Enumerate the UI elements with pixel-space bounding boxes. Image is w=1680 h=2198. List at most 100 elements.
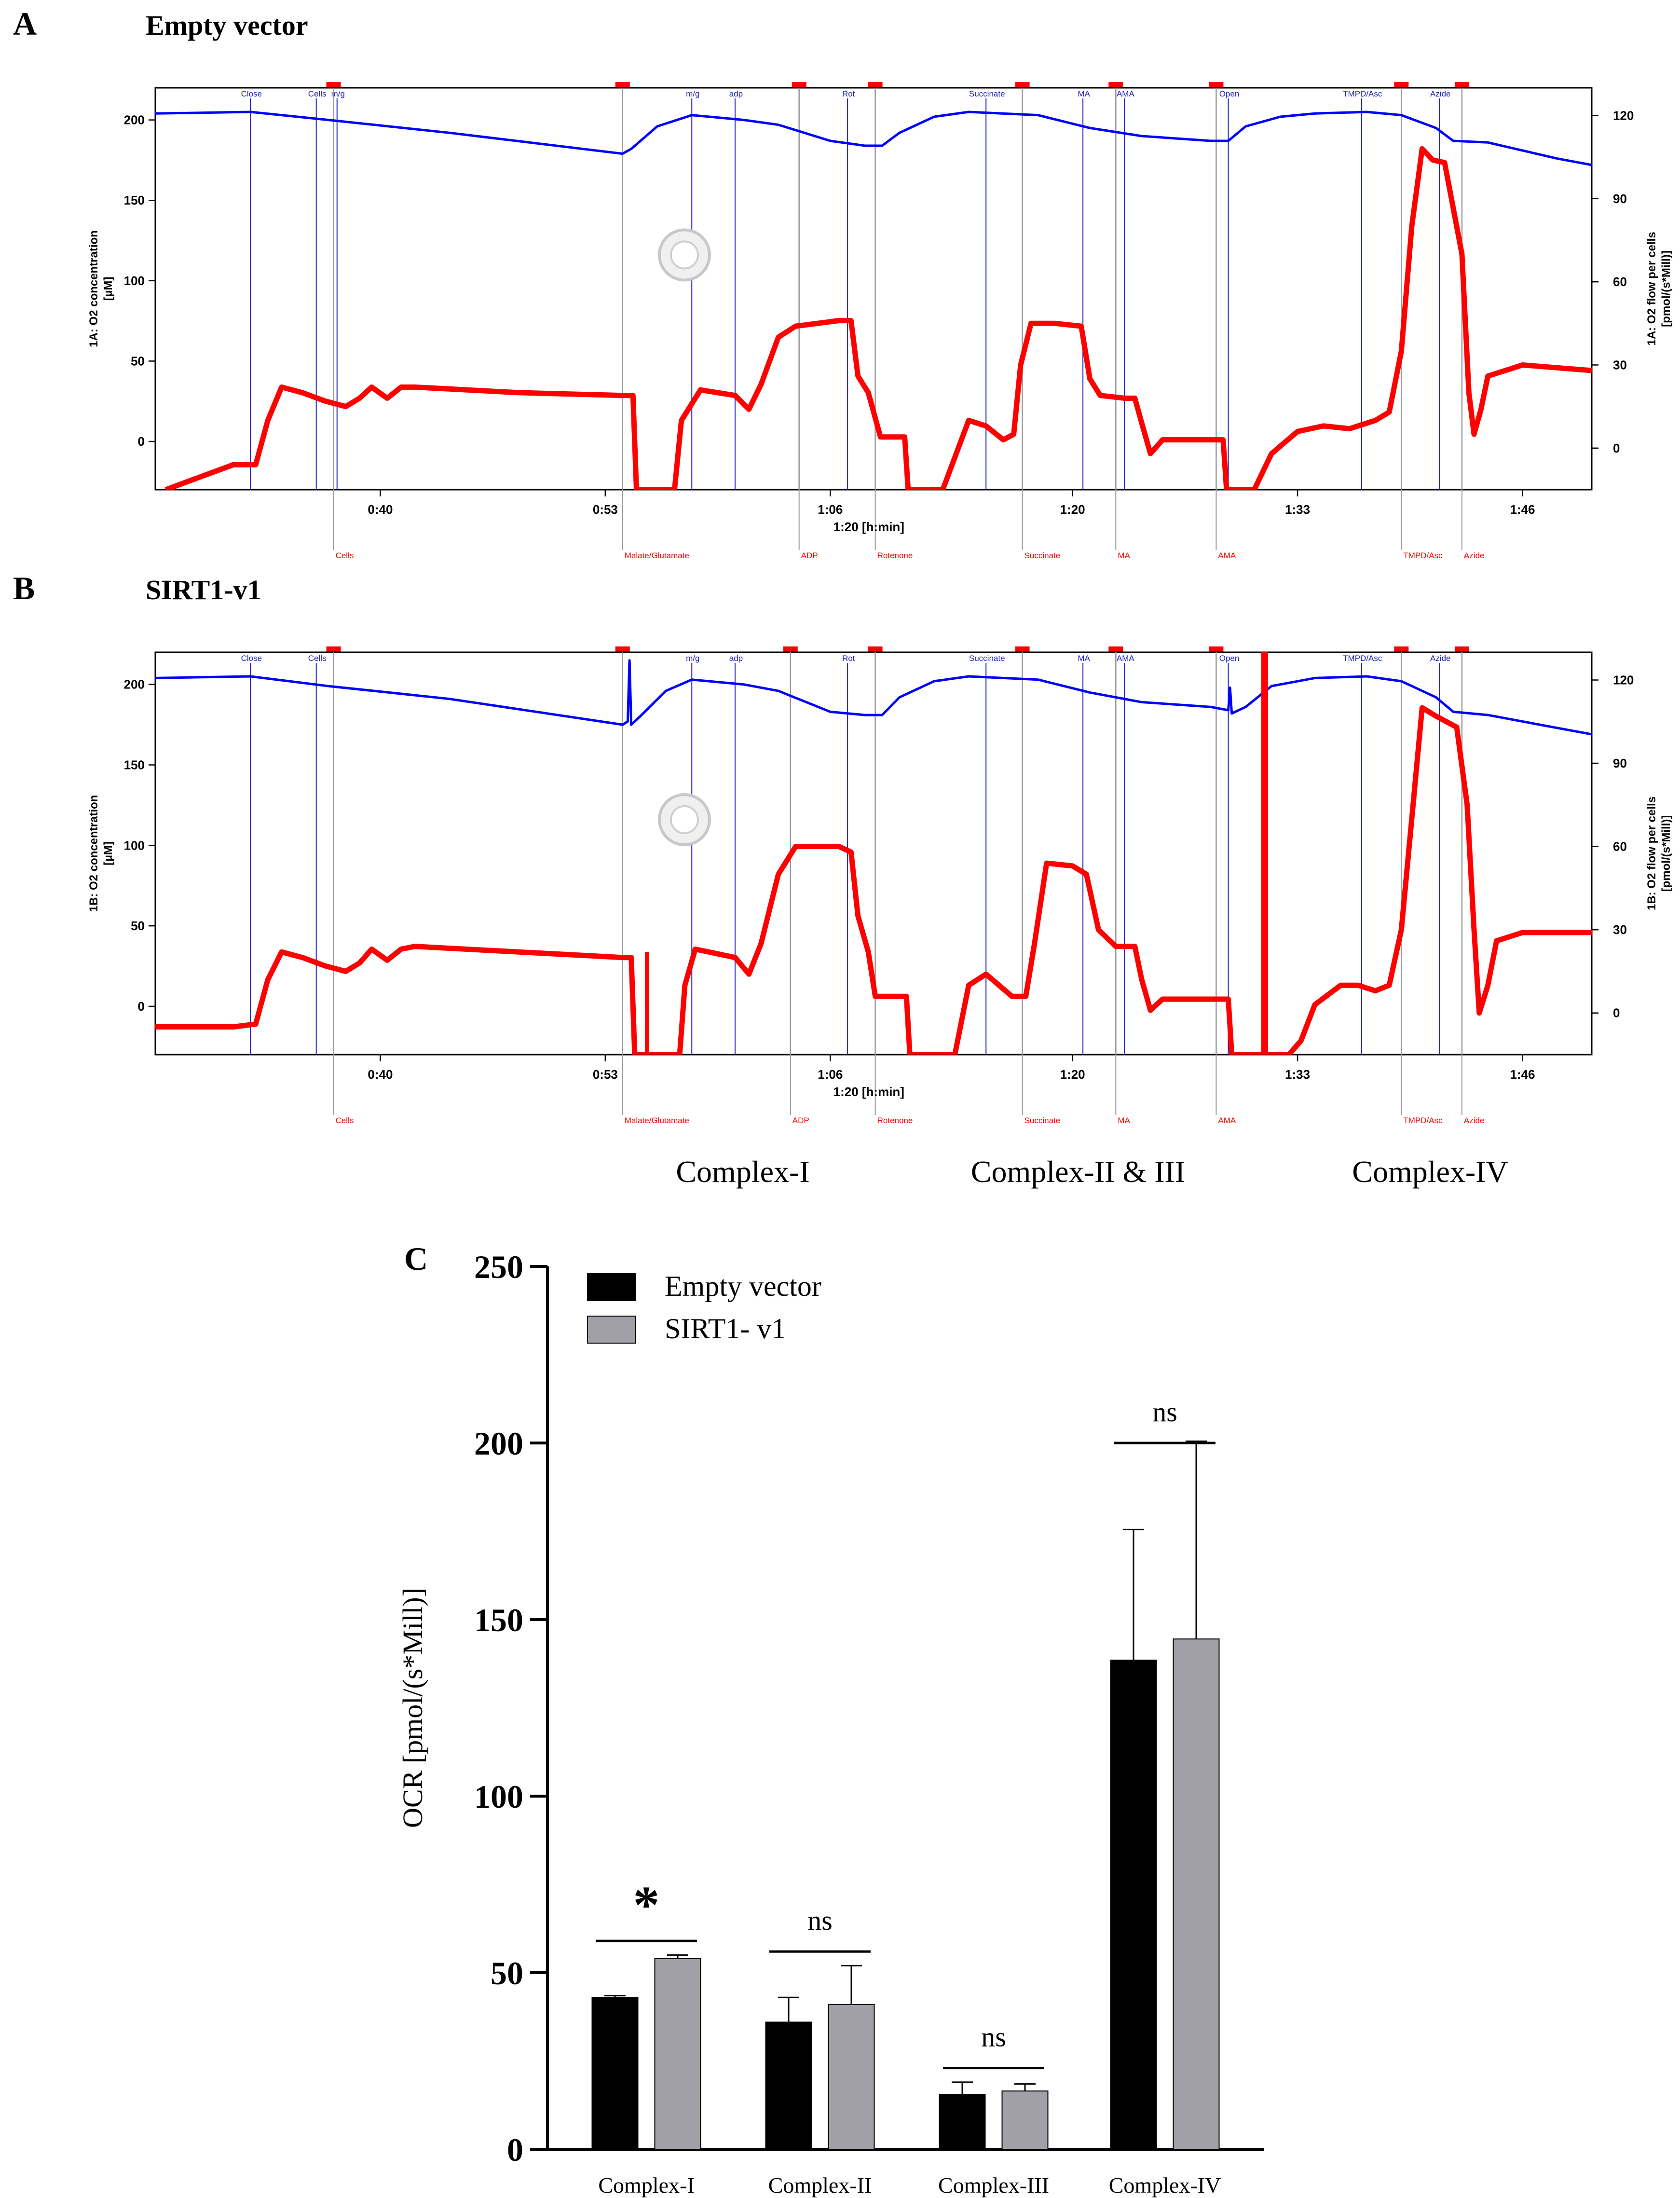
left-tick-label: 200 <box>124 677 145 692</box>
event-marker <box>326 646 341 652</box>
top-event-label: TMPD/Asc <box>1343 89 1382 98</box>
bottom-event-label: Succinate <box>1024 551 1061 560</box>
y-tick-label: 200 <box>474 1425 523 1462</box>
o2-flow-line <box>155 705 1592 1055</box>
x-tick-label: Complex-II <box>768 2173 872 2198</box>
top-event-label: adp <box>729 654 743 663</box>
left-axis-title-line1: 1A: O2 concentration <box>87 230 100 347</box>
right-axis-title-line1: 1A: O2 flow per cells <box>1645 232 1658 345</box>
time-axis-title: 1:20 [h:min] <box>833 1085 904 1099</box>
right-tick-label: 30 <box>1613 357 1627 372</box>
event-marker <box>1394 82 1409 88</box>
top-event-label: m/g <box>331 89 345 98</box>
top-event-label: Open <box>1219 654 1240 663</box>
time-tick-label: 0:53 <box>593 1067 618 1082</box>
bottom-event-label: ADP <box>801 551 818 560</box>
bottom-event-label: ADP <box>792 1116 809 1125</box>
right-tick-label: 120 <box>1613 673 1634 687</box>
bar-empty-vector <box>765 2021 812 2150</box>
significance-label: ns <box>981 2021 1006 2053</box>
top-event-label: Open <box>1219 89 1240 98</box>
bottom-event-label: Succinate <box>1024 1116 1061 1125</box>
bottom-event-label: AMA <box>1218 1116 1236 1125</box>
significance-label: * <box>633 1875 660 1934</box>
panel-letter: A <box>13 5 37 42</box>
event-marker <box>792 82 806 88</box>
x-tick-label: Complex-IV <box>1109 2173 1221 2198</box>
event-marker <box>1015 646 1030 652</box>
top-event-label: adp <box>729 89 743 98</box>
left-axis-title-line2: [µM] <box>102 841 115 865</box>
event-marker <box>615 82 630 88</box>
bottom-event-label: Azide <box>1464 1116 1485 1125</box>
y-tick-label: 100 <box>474 1778 523 1815</box>
y-tick-label: 0 <box>507 2131 523 2168</box>
complex-label: Complex-II & III <box>971 1154 1185 1189</box>
top-event-label: Close <box>241 89 262 98</box>
bar-sirt1-v1 <box>654 1958 701 2150</box>
bottom-event-label: Rotenone <box>877 1116 913 1125</box>
bottom-event-label: MA <box>1118 1116 1130 1125</box>
left-tick-label: 0 <box>138 434 145 449</box>
event-marker <box>1394 646 1409 652</box>
right-tick-label: 60 <box>1613 275 1627 289</box>
y-tick-label: 150 <box>474 1602 523 1638</box>
y-axis-title: OCR [pmol/(s*Mill)] <box>397 1588 428 1828</box>
time-tick-label: 1:06 <box>818 1067 843 1082</box>
top-event-label: AMA <box>1117 89 1135 98</box>
left-axis-title-line2: [µM] <box>102 277 115 301</box>
top-event-label: Close <box>241 654 262 663</box>
left-axis-title: 1B: O2 concentration [µM] <box>87 795 115 912</box>
event-marker <box>1209 646 1224 652</box>
top-event-label: Succinate <box>969 654 1005 663</box>
top-event-label: Succinate <box>969 89 1005 98</box>
right-tick-label: 60 <box>1613 839 1627 854</box>
legend-swatch <box>587 1316 636 1344</box>
right-tick-label: 0 <box>1613 1006 1620 1020</box>
right-tick-label: 0 <box>1613 441 1620 455</box>
bottom-event-label: Malate/Glutamate <box>625 551 689 560</box>
right-tick-label: 90 <box>1613 192 1627 206</box>
time-tick-label: 1:20 <box>1060 1067 1085 1082</box>
event-marker <box>1454 646 1469 652</box>
y-tick-label: 250 <box>474 1249 523 1285</box>
left-tick-label: 50 <box>131 354 145 368</box>
x-tick-label: Complex-I <box>598 2173 694 2198</box>
left-tick-label: 150 <box>124 758 145 772</box>
bottom-event-label: Malate/Glutamate <box>625 1116 689 1125</box>
bottom-event-label: Cells <box>336 551 354 560</box>
right-tick-label: 90 <box>1613 756 1627 770</box>
panel-c: C 0 50 100 150 200 250 OCR [pmol/(s*Mill)] Compl… <box>397 1240 1264 2198</box>
event-marker <box>1454 82 1469 88</box>
left-axis-title: 1A: O2 concentration [µM] <box>87 230 115 347</box>
bar-sirt1-v1 <box>828 2004 875 2150</box>
bottom-event-label: Cells <box>336 1116 354 1125</box>
bottom-event-label: MA <box>1118 551 1130 560</box>
event-marker <box>1209 82 1224 88</box>
panel-b: B SIRT1-v1 Close Cells m/g adp Rot Succinate MA A… <box>13 570 1673 1125</box>
time-axis-title: 1:20 [h:min] <box>833 520 904 534</box>
plot-frame <box>154 87 1593 491</box>
legend-swatch <box>587 1273 636 1301</box>
panel-title: Empty vector <box>146 10 308 41</box>
time-tick-label: 1:06 <box>818 502 843 517</box>
panel-letter: C <box>404 1240 428 1277</box>
event-marker <box>615 646 630 652</box>
plot-frame <box>154 651 1593 1056</box>
legend-label: SIRT1- v1 <box>665 1313 786 1345</box>
right-axis-title-line2: [pmol/(s*Mill)] <box>1660 815 1673 892</box>
right-tick-label: 30 <box>1613 922 1627 937</box>
top-event-label: Azide <box>1430 89 1451 98</box>
watermark-logo-inner <box>669 240 699 270</box>
top-event-label: Azide <box>1430 654 1451 663</box>
event-marker <box>326 82 341 88</box>
bar-empty-vector <box>939 2094 986 2150</box>
bar-empty-vector <box>591 1997 639 2150</box>
bar-sirt1-v1 <box>1173 1638 1220 2150</box>
right-tick-label: 120 <box>1613 108 1634 123</box>
left-tick-label: 100 <box>124 838 145 852</box>
complex-label: Complex-IV <box>1352 1154 1508 1189</box>
event-marker <box>868 82 883 88</box>
event-marker <box>783 646 798 652</box>
